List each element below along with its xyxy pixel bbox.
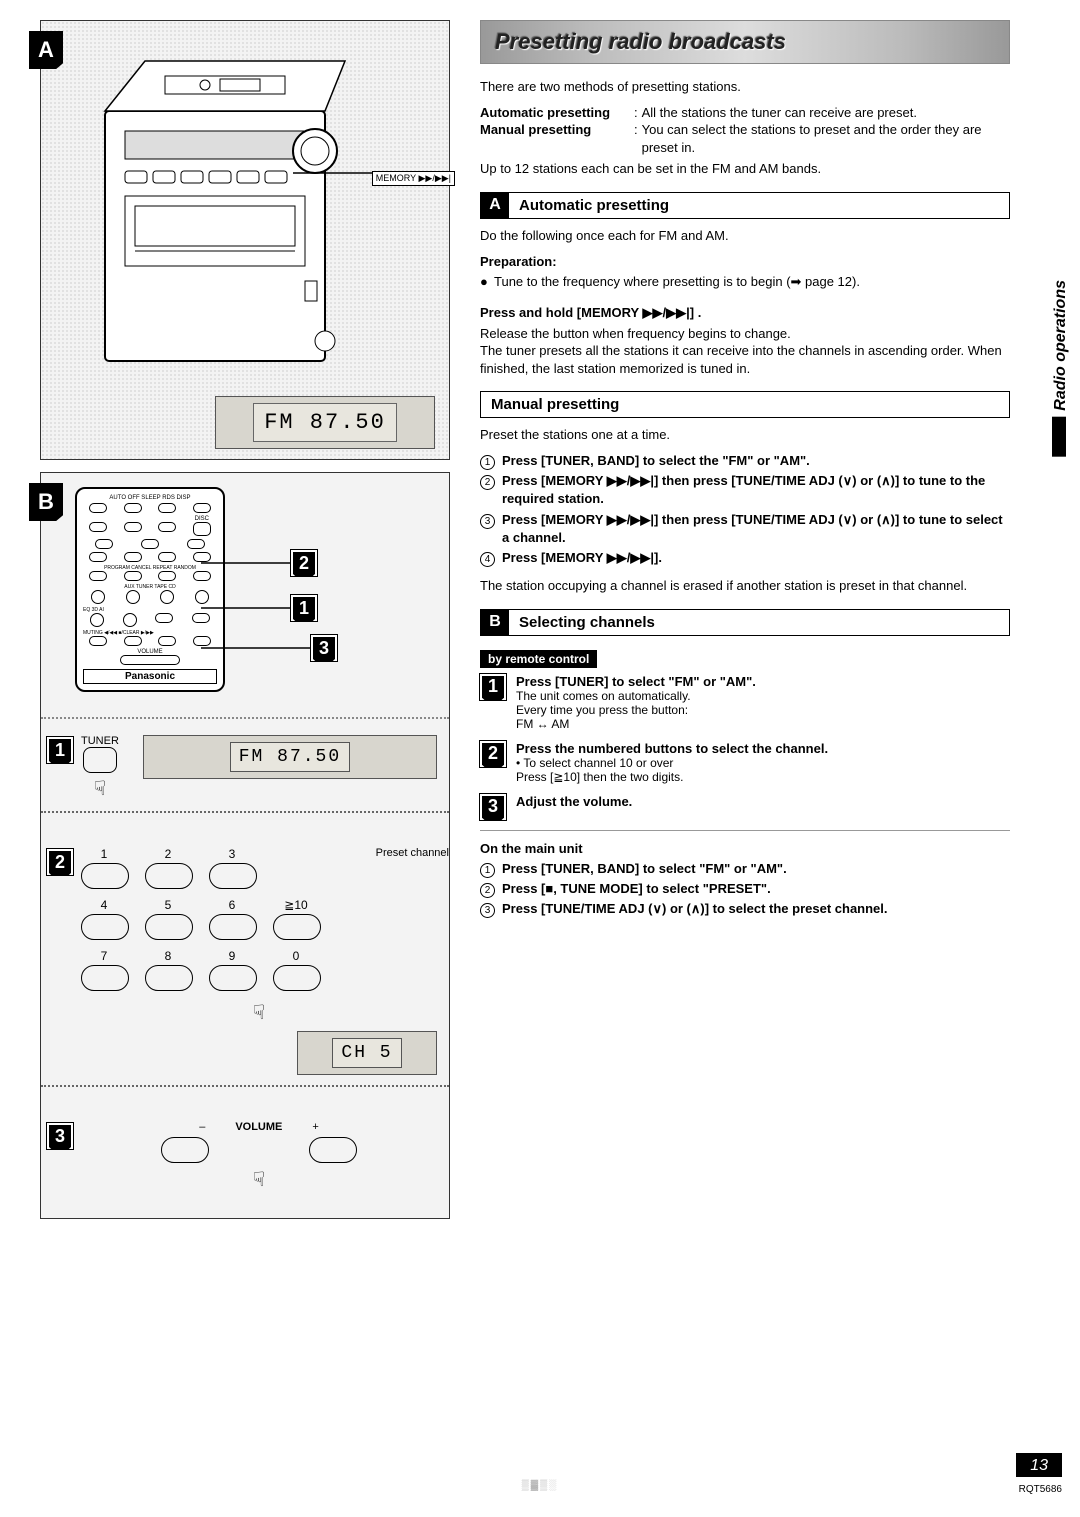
- memory-button-callout: MEMORY ▶▶/▶▶|: [372, 171, 455, 186]
- manual-steps: 1Press [TUNER, BAND] to select the "FM" …: [480, 452, 1010, 567]
- numpad-8: 8: [145, 949, 191, 963]
- numpad-4: 4: [81, 898, 127, 912]
- prep-bullet: ●Tune to the frequency where presetting …: [480, 273, 1010, 291]
- left-illustration-column: A: [40, 20, 450, 1497]
- section-b-title: Selecting channels: [509, 610, 1009, 635]
- sec-a-p1: Do the following once each for FM and AM…: [480, 227, 1010, 245]
- numpad-2: 2: [145, 847, 191, 861]
- press-hold: Press and hold [MEMORY ▶▶/▶▶|] .: [480, 305, 1010, 321]
- intro-line2: Up to 12 stations each can be set in the…: [480, 160, 1010, 178]
- section-tab: Radio operations: [1052, 280, 1070, 457]
- on-main-unit-label: On the main unit: [480, 841, 1010, 856]
- intro-val-auto: All the stations the tuner can receive a…: [642, 104, 1010, 122]
- numpad-5: 5: [145, 898, 191, 912]
- b-step-1: 1 Press [TUNER] to select "FM" or "AM". …: [480, 674, 1010, 731]
- main-step-3: Press [TUNE/TIME ADJ (∨) or (∧)] to sele…: [502, 900, 1010, 918]
- vol-plus: +: [312, 1121, 318, 1133]
- numpad-gte10: ≧10: [273, 898, 319, 912]
- numpad-3: 3: [209, 847, 255, 861]
- sec-manual-p1: Preset the stations one at a time.: [480, 426, 1010, 444]
- callout-badge-2: 2: [291, 550, 317, 576]
- manual-step-1: Press [TUNER, BAND] to select the "FM" o…: [502, 452, 1010, 470]
- vol-minus: –: [199, 1121, 205, 1133]
- intro-block: There are two methods of presetting stat…: [480, 78, 1010, 178]
- numpad-1: 1: [81, 847, 127, 861]
- lcd-readout-step1: FM 87.50: [230, 742, 350, 772]
- step-badge-3: 3: [47, 1123, 73, 1149]
- lcd-panel-step2: CH 5: [297, 1031, 437, 1075]
- b-step2-body: • To select channel 10 or over Press [≧1…: [516, 756, 1010, 784]
- lcd-panel-a: FM 87.50: [215, 396, 435, 449]
- lcd-panel-step1: FM 87.50: [143, 735, 437, 779]
- preparation-label: Preparation:: [480, 254, 1010, 269]
- lcd-readout-ch: CH 5: [332, 1038, 401, 1068]
- section-b-letter: B: [481, 610, 509, 635]
- b-badge-3: 3: [480, 794, 506, 820]
- section-b-header: B Selecting channels: [480, 609, 1010, 636]
- tuner-button-shape: [83, 747, 117, 773]
- step1-diagram: 1 TUNER ☟ FM 87.50: [41, 723, 449, 835]
- document-code: RQT5686: [1019, 1484, 1062, 1495]
- section-a-title: Automatic presetting: [509, 193, 1009, 218]
- callout-badge-3: 3: [311, 635, 337, 661]
- b-step-3: 3 Adjust the volume.: [480, 794, 1010, 820]
- b-step-2: 2 Press the numbered buttons to select t…: [480, 741, 1010, 784]
- volume-label: VOLUME: [235, 1121, 282, 1133]
- page-title-banner: Presetting radio broadcasts: [480, 20, 1010, 64]
- sec-a-desc: Release the button when frequency begins…: [480, 325, 1010, 378]
- section-a-letter: A: [481, 193, 509, 218]
- b-step2-h: Press the numbered buttons to select the…: [516, 741, 1010, 756]
- remote-callouts: [41, 473, 449, 713]
- numpad-7: 7: [81, 949, 127, 963]
- hand-icon: ☟: [253, 1169, 265, 1191]
- b-step3-h: Adjust the volume.: [516, 794, 1010, 809]
- section-manual-header: Manual presetting: [480, 391, 1010, 418]
- step3-diagram: 3 – VOLUME + ☟: [41, 1109, 449, 1204]
- main-step-2: Press [■, TUNE MODE] to select "PRESET".: [502, 880, 1010, 898]
- step-badge-2: 2: [47, 849, 73, 875]
- stereo-drawing: [41, 21, 449, 401]
- numpad-6: 6: [209, 898, 255, 912]
- manual-step-4: Press [MEMORY ▶▶/▶▶|].: [502, 549, 1010, 567]
- b-step1-body: The unit comes on automatically. Every t…: [516, 689, 1010, 731]
- numpad-9: 9: [209, 949, 255, 963]
- b-badge-1: 1: [480, 674, 506, 700]
- intro-val-manual: You can select the stations to preset an…: [642, 121, 1010, 156]
- vol-up-button: [309, 1137, 357, 1163]
- step-badge-1: 1: [47, 737, 73, 763]
- intro-label-manual: Manual presetting: [480, 121, 630, 156]
- lcd-readout-a: FM 87.50: [253, 403, 397, 442]
- numpad-0: 0: [273, 949, 319, 963]
- page-title: Presetting radio broadcasts: [495, 29, 786, 54]
- main-unit-steps: 1Press [TUNER, BAND] to select "FM" or "…: [480, 860, 1010, 919]
- hand-icon: ☟: [81, 776, 119, 801]
- vol-down-button: [161, 1137, 209, 1163]
- main-step-1: Press [TUNER, BAND] to select "FM" or "A…: [502, 860, 1010, 878]
- manual-step-2: Press [MEMORY ▶▶/▶▶|] then press [TUNE/T…: [502, 472, 1010, 508]
- panel-b-remote: B AUTO OFF SLEEP RDS DISP DISC PROGRAM C…: [40, 472, 450, 1219]
- section-manual-title: Manual presetting: [481, 392, 1009, 417]
- step2-diagram: 2 1 2 3 4 5 6 ≧10 7 8 9 0: [41, 835, 449, 1109]
- intro-line1: There are two methods of presetting stat…: [480, 78, 1010, 96]
- manual-step-3: Press [MEMORY ▶▶/▶▶|] then press [TUNE/T…: [502, 511, 1010, 547]
- section-a-header: A Automatic presetting: [480, 192, 1010, 219]
- tuner-label: TUNER: [81, 735, 119, 747]
- print-mark: ▒▓▒░: [522, 1480, 559, 1491]
- page-number: 13: [1016, 1453, 1062, 1477]
- manual-note: The station occupying a channel is erase…: [480, 577, 1010, 595]
- remote-illustration: AUTO OFF SLEEP RDS DISP DISC PROGRAM CAN…: [41, 473, 449, 713]
- panel-a-stereo: A: [40, 20, 450, 460]
- right-text-column: Presetting radio broadcasts There are tw…: [450, 20, 1050, 1497]
- intro-label-auto: Automatic presetting: [480, 104, 630, 122]
- hand-icon: ☟: [253, 1002, 265, 1024]
- preset-channel-label: Preset channel: [339, 847, 449, 859]
- by-remote-chip: by remote control: [480, 650, 597, 668]
- callout-badge-1: 1: [291, 595, 317, 621]
- b-step1-h: Press [TUNER] to select "FM" or "AM".: [516, 674, 1010, 689]
- b-badge-2: 2: [480, 741, 506, 767]
- number-pad: 1 2 3 4 5 6 ≧10 7 8 9 0: [81, 847, 319, 994]
